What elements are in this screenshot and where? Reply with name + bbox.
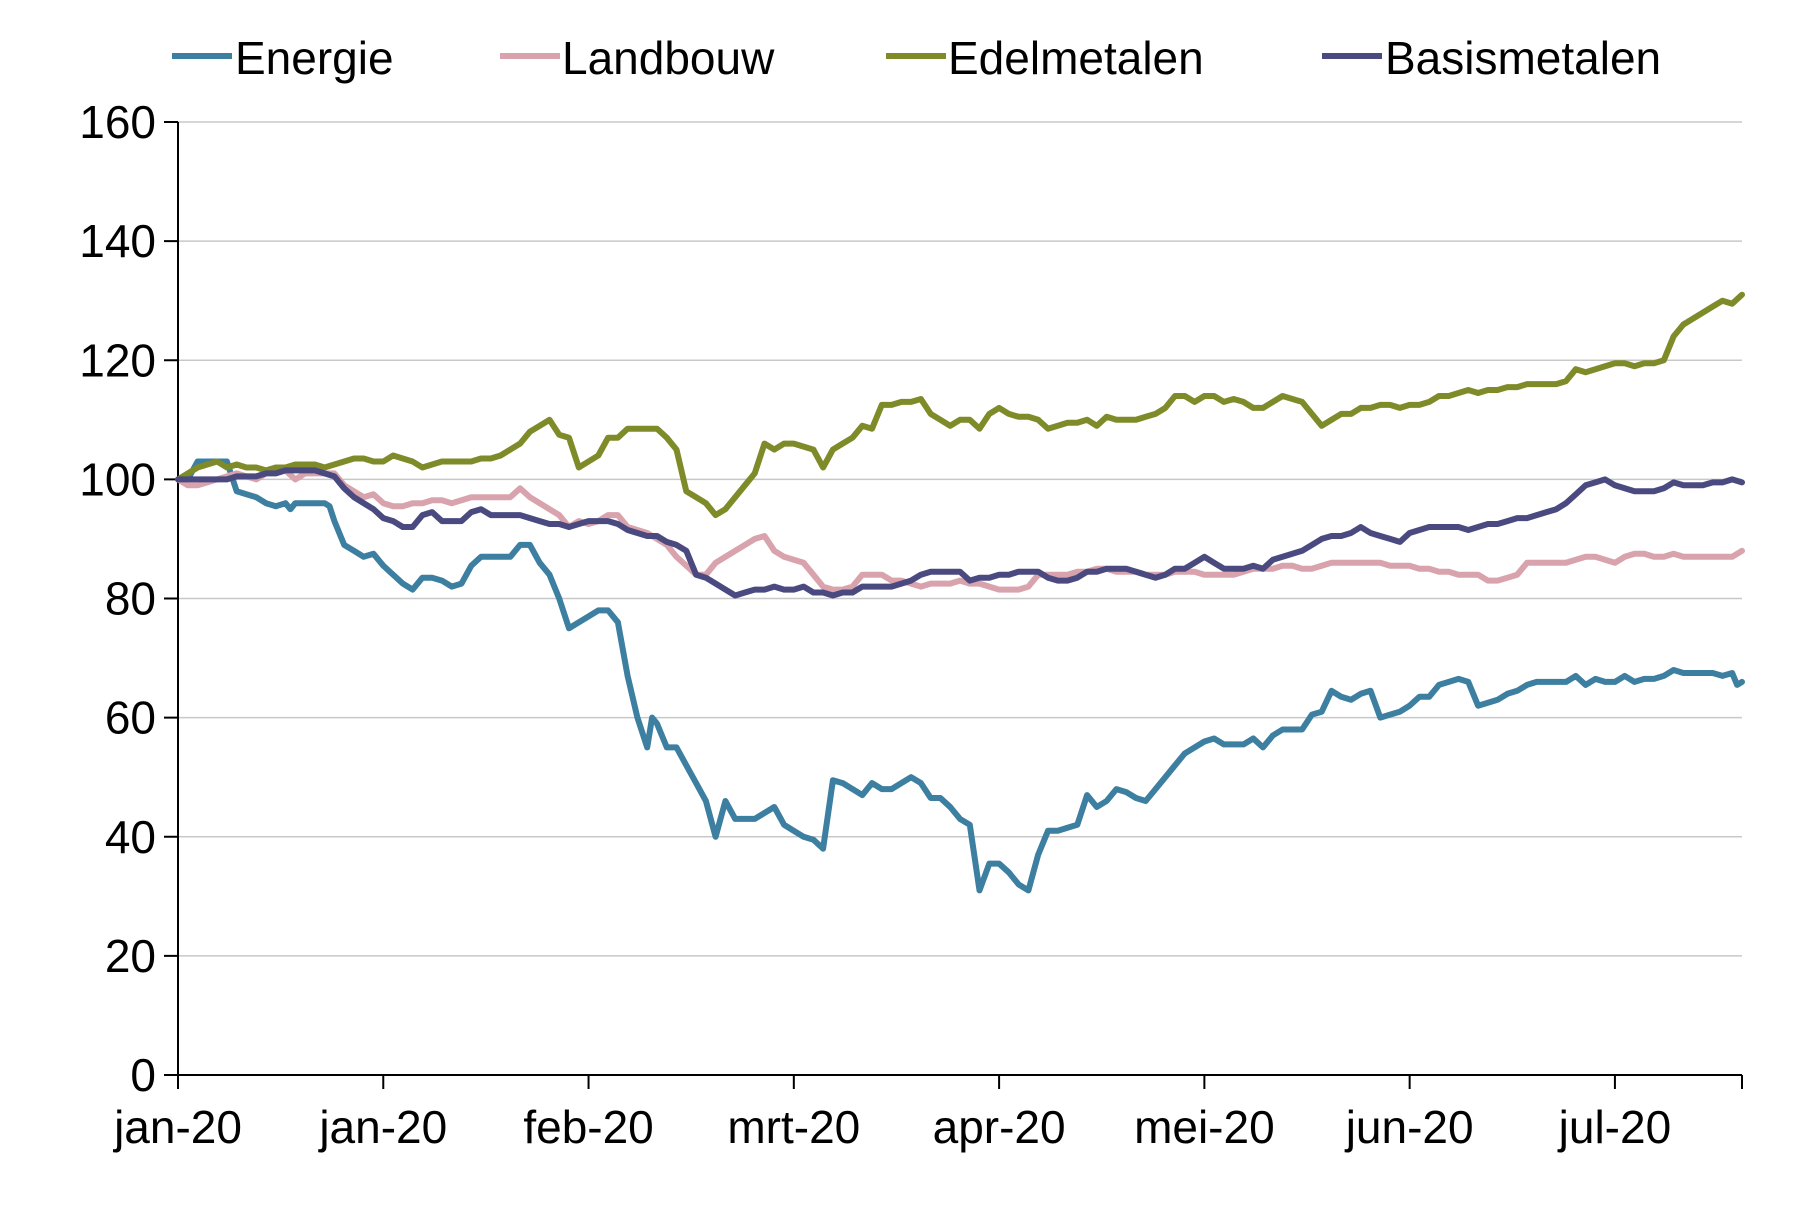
legend-label-basismetalen: Basismetalen [1385, 32, 1661, 84]
y-tick-label-40: 40 [105, 811, 156, 863]
legend-label-landbouw: Landbouw [562, 32, 775, 84]
y-tick-label-100: 100 [79, 453, 156, 505]
x-tick-label-2: feb-20 [523, 1101, 653, 1153]
x-axis: jan-20 jan-20 feb-20 mrt-20 apr-20 mei-20 jun-… [112, 1074, 1743, 1153]
x-tick-label-0: jan-20 [112, 1101, 242, 1153]
y-tick-label-20: 20 [105, 930, 156, 982]
series-lines [175, 291, 1745, 894]
legend: Energie Landbouw Edelmetalen Basismetale… [172, 32, 1661, 84]
series-line-energie [175, 458, 1745, 894]
y-tick-label-60: 60 [105, 692, 156, 744]
x-tick-label-4: apr-20 [933, 1101, 1066, 1153]
y-axis: 0 20 40 60 80 100 120 140 160 [79, 96, 179, 1101]
y-tick-label-80: 80 [105, 573, 156, 625]
y-tick-label-140: 140 [79, 215, 156, 267]
x-tick-label-6: jun-20 [1344, 1101, 1474, 1153]
legend-item-landbouw[interactable]: Landbouw [500, 32, 775, 84]
x-tick-label-5: mei-20 [1134, 1101, 1275, 1153]
series-line-basismetalen [175, 467, 1745, 599]
x-tick-label-1: jan-20 [317, 1101, 447, 1153]
y-tick-label-120: 120 [79, 334, 156, 386]
legend-item-energie[interactable]: Energie [172, 32, 394, 84]
y-tick-label-160: 160 [79, 96, 156, 148]
legend-item-basismetalen[interactable]: Basismetalen [1322, 32, 1661, 84]
series-line-landbouw [175, 467, 1745, 593]
x-tick-label-3: mrt-20 [727, 1101, 860, 1153]
x-tick-label-7: jul-20 [1557, 1101, 1672, 1153]
gridlines [178, 121, 1742, 957]
legend-label-edelmetalen: Edelmetalen [948, 32, 1204, 84]
legend-label-energie: Energie [235, 32, 394, 84]
series-line-edelmetalen [175, 291, 1745, 519]
y-tick-label-0: 0 [130, 1049, 156, 1101]
legend-item-edelmetalen[interactable]: Edelmetalen [886, 32, 1204, 84]
